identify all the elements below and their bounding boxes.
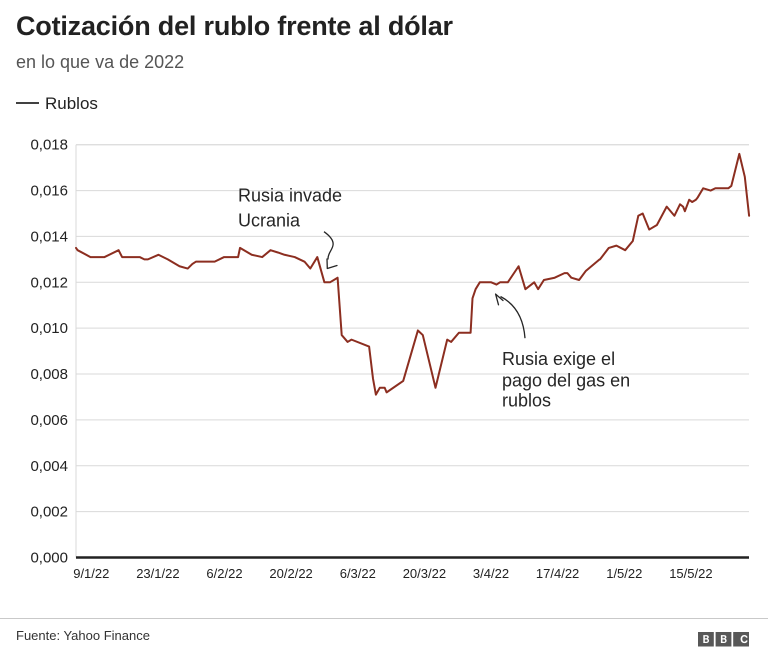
- svg-text:17/4/22: 17/4/22: [536, 566, 579, 581]
- svg-text:0,002: 0,002: [30, 504, 68, 521]
- svg-text:0,014: 0,014: [30, 228, 68, 245]
- svg-text:0,012: 0,012: [30, 274, 68, 291]
- svg-text:3/4/22: 3/4/22: [473, 566, 509, 581]
- svg-text:20/2/22: 20/2/22: [269, 566, 312, 581]
- svg-text:0,004: 0,004: [30, 458, 68, 475]
- svg-text:Rusia invade: Rusia invade: [238, 186, 342, 206]
- svg-text:9/1/22: 9/1/22: [73, 566, 109, 581]
- svg-text:Rusia exige el: Rusia exige el: [502, 349, 615, 369]
- svg-text:0,000: 0,000: [30, 550, 68, 567]
- svg-text:1/5/22: 1/5/22: [606, 566, 642, 581]
- svg-text:6/3/22: 6/3/22: [340, 566, 376, 581]
- svg-text:23/1/22: 23/1/22: [136, 566, 179, 581]
- svg-text:Ucrania: Ucrania: [238, 210, 301, 230]
- svg-text:0,016: 0,016: [30, 183, 68, 200]
- svg-text:0,008: 0,008: [30, 366, 68, 383]
- svg-text:6/2/22: 6/2/22: [206, 566, 242, 581]
- svg-text:20/3/22: 20/3/22: [403, 566, 446, 581]
- svg-text:rublos: rublos: [502, 391, 551, 411]
- svg-text:0,006: 0,006: [30, 412, 68, 429]
- svg-text:pago del gas en: pago del gas en: [502, 371, 630, 391]
- svg-text:15/5/22: 15/5/22: [669, 566, 712, 581]
- svg-text:0,010: 0,010: [30, 320, 68, 337]
- svg-text:0,018: 0,018: [30, 137, 68, 154]
